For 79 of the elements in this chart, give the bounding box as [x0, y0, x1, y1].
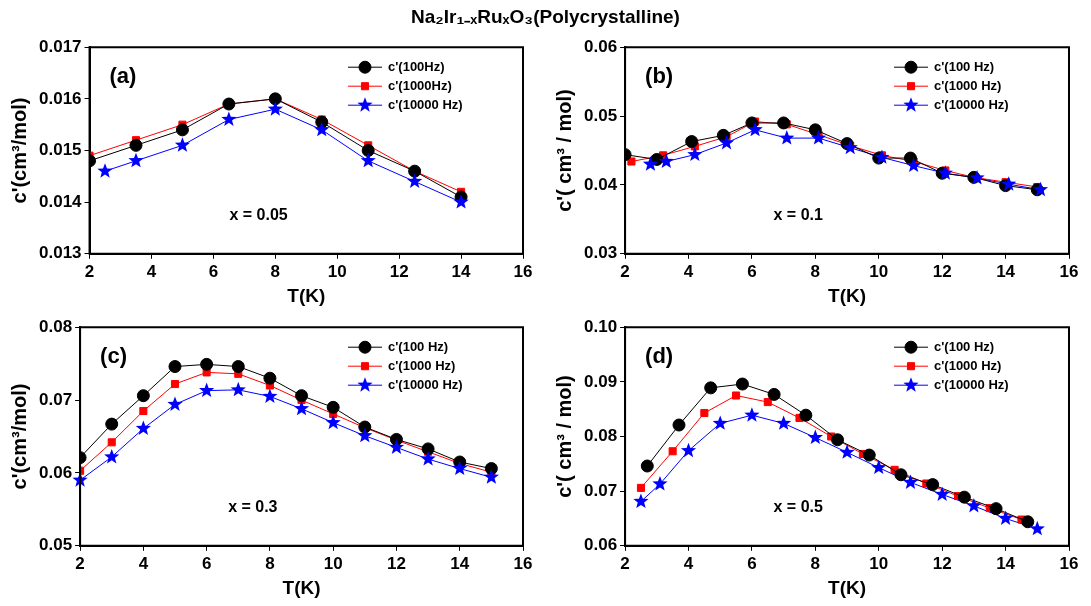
y-tick-label: 0.06 — [38, 462, 73, 482]
annotation: x = 0.5 — [773, 498, 823, 516]
x-tick-label: 4 — [138, 553, 149, 573]
x-tick-label: 2 — [75, 553, 85, 573]
x-tick-label: 16 — [1059, 553, 1079, 573]
legend-label: c'(10000 Hz) — [934, 376, 1009, 392]
x-tick-label: 12 — [386, 553, 406, 573]
y-tick-label: 0.013 — [38, 243, 82, 263]
y-tick-label: 0.10 — [583, 316, 618, 336]
x-tick-label: 2 — [84, 261, 95, 281]
y-tick-label: 0.05 — [38, 535, 73, 555]
x-tick-label: 10 — [327, 261, 347, 281]
y-tick-label: 0.017 — [38, 36, 82, 56]
legend-label: c'(100 Hz) — [934, 338, 995, 354]
annotation: x = 0.05 — [229, 206, 288, 224]
legend-label: c'(10000 Hz) — [388, 376, 463, 392]
x-tick-label: 8 — [810, 261, 821, 281]
x-tick-label: 4 — [146, 261, 157, 281]
annotation: (d) — [645, 343, 674, 369]
chart-title: Na₂Ir₁₋ₓRuₓO₃(Polycrystalline) — [410, 5, 681, 29]
annotation: x = 0.3 — [228, 498, 278, 516]
y-tick-label: 0.06 — [583, 535, 618, 555]
x-tick-label: 14 — [996, 261, 1016, 281]
x-tick-label: 14 — [451, 261, 472, 281]
annotation: (a) — [109, 63, 137, 89]
y-tick-label: 0.08 — [38, 316, 73, 336]
x-tick-label: 4 — [683, 553, 694, 573]
y-axis-title: c'( cm³ / mol) — [552, 375, 575, 498]
x-tick-label: 8 — [810, 553, 821, 573]
y-axis-title: c'(cm³/mol) — [7, 383, 30, 490]
y-axis-title: c'(cm³/mol) — [7, 97, 30, 204]
x-tick-label: 10 — [323, 553, 343, 573]
legend-label: c'(1000 Hz) — [388, 357, 456, 373]
legend-label: c'(1000 Hz) — [934, 77, 1002, 93]
legend-label: c'(1000 Hz) — [934, 357, 1002, 373]
y-axis-title: c'( cm³ / mol) — [552, 89, 575, 212]
x-tick-label: 2 — [620, 261, 630, 281]
x-tick-label: 8 — [265, 553, 275, 573]
legend-label: c'(10000 Hz) — [388, 96, 463, 112]
annotation: (b) — [645, 63, 674, 89]
y-tick-label: 0.04 — [583, 174, 618, 194]
annotation: x = 0.1 — [773, 206, 823, 224]
y-tick-label: 0.08 — [583, 426, 618, 446]
legend-label: c'(10000 Hz) — [934, 96, 1009, 112]
legend-label: c'(100Hz) — [388, 58, 445, 74]
x-tick-label: 12 — [932, 261, 952, 281]
y-tick-label: 0.03 — [583, 243, 618, 263]
y-tick-label: 0.05 — [583, 105, 618, 125]
x-axis-title: T(K) — [287, 284, 326, 306]
legend-label: c'(100 Hz) — [934, 58, 995, 74]
y-tick-label: 0.09 — [583, 371, 618, 391]
y-tick-label: 0.016 — [38, 88, 82, 108]
x-tick-label: 10 — [869, 261, 889, 281]
x-axis-title: T(K) — [828, 576, 867, 598]
y-tick-label: 0.06 — [583, 36, 618, 56]
x-tick-label: 6 — [201, 553, 212, 573]
x-tick-label: 12 — [389, 261, 409, 281]
y-tick-label: 0.015 — [38, 140, 82, 160]
x-tick-label: 10 — [869, 553, 889, 573]
legend-label: c'(1000Hz) — [388, 77, 452, 93]
x-tick-label: 16 — [1059, 261, 1079, 281]
x-axis-title: T(K) — [828, 284, 867, 306]
legend-label: c'(100 Hz) — [388, 338, 449, 354]
x-tick-label: 14 — [996, 553, 1016, 573]
x-tick-label: 6 — [747, 261, 757, 281]
x-tick-label: 14 — [450, 553, 470, 573]
x-axis-title: T(K) — [282, 576, 321, 598]
y-tick-label: 0.014 — [38, 191, 83, 211]
x-tick-label: 4 — [683, 261, 694, 281]
x-tick-label: 8 — [270, 261, 281, 281]
x-tick-label: 6 — [208, 261, 219, 281]
x-tick-label: 16 — [513, 261, 533, 281]
x-tick-label: 16 — [513, 553, 533, 573]
annotation: (c) — [100, 343, 127, 369]
y-tick-label: 0.07 — [583, 480, 618, 500]
x-tick-label: 12 — [932, 553, 952, 573]
x-tick-label: 2 — [620, 553, 630, 573]
x-tick-label: 6 — [747, 553, 757, 573]
y-tick-label: 0.07 — [38, 389, 73, 409]
